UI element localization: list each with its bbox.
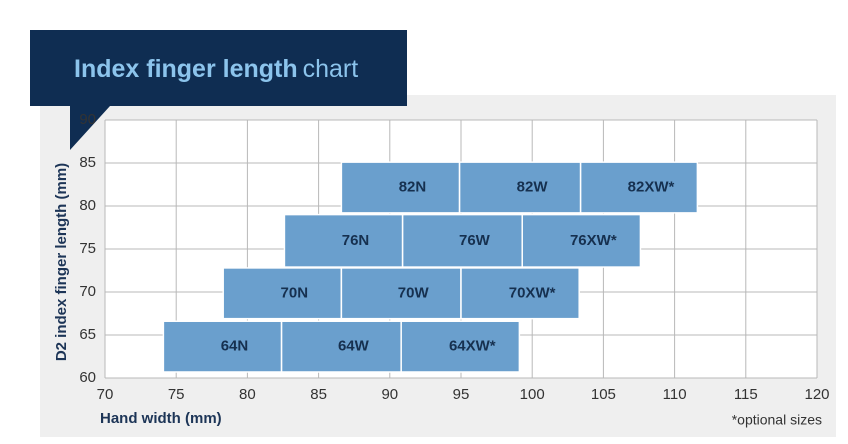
- size-label: 76XW*: [570, 232, 617, 249]
- x-tick-label: 110: [663, 386, 687, 403]
- title-banner: [30, 30, 407, 150]
- size-region: [460, 267, 580, 320]
- size-label: 64W: [338, 338, 370, 355]
- size-label: 70N: [281, 284, 309, 301]
- size-label: 82W: [517, 178, 549, 195]
- x-tick-label: 120: [804, 386, 829, 403]
- size-label: 70W: [398, 284, 430, 301]
- size-label: 82XW*: [628, 178, 675, 195]
- x-tick-label: 95: [453, 386, 470, 403]
- size-region: [401, 213, 523, 268]
- x-tick-label: 75: [168, 386, 185, 403]
- size-region: [400, 320, 521, 373]
- size-region: [521, 213, 642, 268]
- size-region: [458, 161, 582, 214]
- x-tick-label: 100: [520, 386, 545, 403]
- size-label: 70XW*: [509, 284, 556, 301]
- y-tick-label: 80: [79, 197, 96, 214]
- size-region: [162, 320, 283, 373]
- x-tick-label: 80: [239, 386, 256, 403]
- size-label: 76N: [342, 232, 370, 249]
- y-axis-label: D2 index finger length (mm): [53, 163, 70, 361]
- size-label: 76W: [459, 232, 491, 249]
- x-tick-label: 115: [734, 386, 758, 403]
- title-suffix: chart: [303, 55, 359, 83]
- y-tick-label: 70: [79, 283, 96, 300]
- footnote: *optional sizes: [732, 412, 822, 428]
- x-tick-label: 105: [591, 386, 616, 403]
- x-tick-label: 90: [381, 386, 398, 403]
- x-tick-label: 85: [310, 386, 327, 403]
- y-tick-label: 60: [79, 369, 96, 386]
- y-tick-label: 75: [79, 240, 96, 257]
- y-tick-label: 85: [79, 154, 96, 171]
- size-label: 64XW*: [449, 338, 496, 355]
- title-bold: Index finger length: [74, 55, 298, 83]
- size-label: 64N: [221, 338, 249, 355]
- x-axis-label: Hand width (mm): [100, 410, 222, 427]
- chart-title: Index finger length chart: [74, 55, 358, 83]
- size-region: [340, 161, 461, 214]
- size-label: 82N: [399, 178, 427, 195]
- size-region: [280, 320, 402, 373]
- size-region: [283, 213, 404, 268]
- size-region: [222, 267, 343, 320]
- y-tick-label: 90: [79, 111, 96, 128]
- y-tick-label: 65: [79, 326, 96, 343]
- size-region: [579, 161, 699, 214]
- x-tick-label: 70: [97, 386, 114, 403]
